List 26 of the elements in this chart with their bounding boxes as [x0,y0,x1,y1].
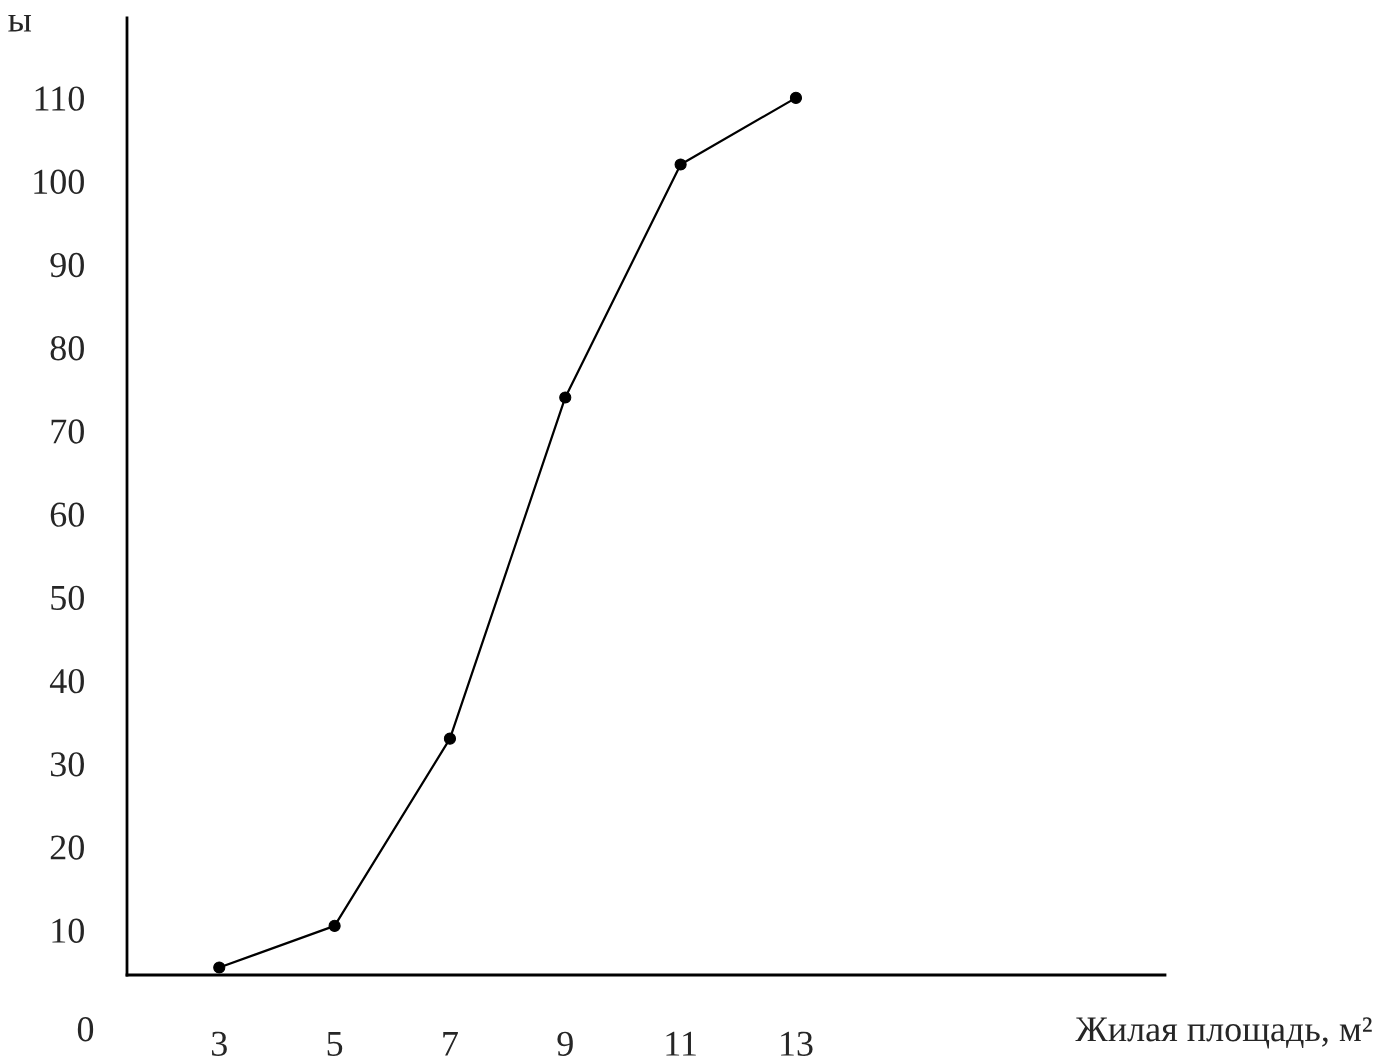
x-tick-label: 7 [443,1031,458,1056]
y-tick-label: 70 [51,419,84,444]
point [789,91,803,104]
x-tick-label: 3 [211,1031,227,1056]
point [328,919,341,932]
y-tick-label: 90 [50,252,84,278]
text: 0 [77,1017,94,1042]
point [674,158,687,171]
y-axis-title: ы [8,14,32,32]
point [559,391,572,404]
point [213,961,226,974]
x-tick-label: 9 [557,1031,573,1056]
x-tick-label: 11 [666,1031,696,1056]
y-tick-label: 80 [50,336,84,361]
x-tick-label: 13 [781,1031,813,1056]
y-tick-label: 60 [50,502,84,527]
point [443,732,457,745]
y-tick-label: 20 [50,835,84,860]
y-tick-label: 110 [35,86,84,111]
x-axis-title: Жилая площадь, м² [1075,1017,1372,1049]
y-tick-label: 40 [49,668,84,694]
x-tick-label: 5 [327,1031,343,1056]
y-tick-label: 10 [52,918,84,943]
y-tick-label: 50 [51,585,84,611]
y-tick-label: 100 [34,169,84,194]
y-tick-label: 30 [50,752,84,777]
